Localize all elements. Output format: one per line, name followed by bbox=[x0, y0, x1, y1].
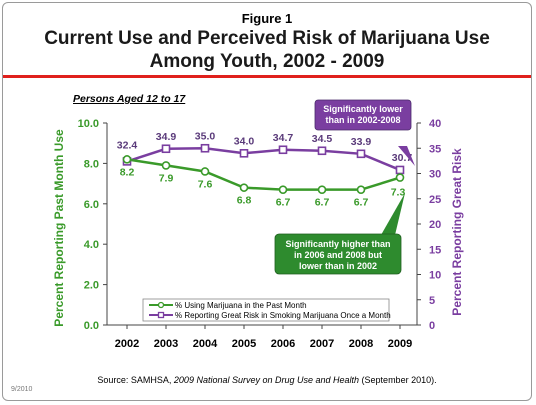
legend-label-great-risk: % Reporting Great Risk in Smoking Mariju… bbox=[175, 311, 391, 320]
past-month-use-point bbox=[278, 185, 288, 194]
callout-green-text: in 2006 and 2008 but bbox=[294, 250, 382, 260]
y-right-tick-label: 0 bbox=[429, 320, 435, 332]
y-right-tick-label: 25 bbox=[429, 194, 441, 206]
y-left-tick-label: 2.0 bbox=[84, 280, 99, 292]
y-right-tick-label: 5 bbox=[429, 295, 435, 307]
past-month-use-point bbox=[317, 185, 327, 194]
source-title: 2009 National Survey on Drug Use and Hea… bbox=[173, 375, 360, 385]
x-tick-label: 2005 bbox=[232, 338, 256, 350]
y-left-tick-label: 10.0 bbox=[78, 118, 99, 130]
y-right-tick-label: 15 bbox=[429, 244, 441, 256]
great-risk-point bbox=[356, 149, 366, 159]
y-left-tick-label: 6.0 bbox=[84, 199, 99, 211]
chart-title-line-2: Among Youth, 2002 - 2009 bbox=[149, 51, 385, 72]
great-risk-point bbox=[161, 144, 171, 154]
great-risk-data-label: 34.7 bbox=[273, 132, 294, 144]
chart-subtitle: Persons Aged 12 to 17 bbox=[73, 93, 186, 105]
source-suffix: (September 2010). bbox=[359, 375, 437, 385]
great-risk-point bbox=[239, 149, 249, 158]
past-month-use-data-label: 6.7 bbox=[354, 197, 369, 209]
legend-box bbox=[142, 298, 390, 322]
great-risk-data-label: 35.0 bbox=[195, 130, 216, 142]
callout-green-text: Significantly higher than bbox=[285, 239, 390, 249]
x-tick-label: 2002 bbox=[115, 338, 139, 350]
great-risk-data-label: 33.9 bbox=[351, 136, 372, 148]
y-axis-right-title: Percent Reporting Great Risk bbox=[450, 148, 464, 316]
figure-label: Figure 1 bbox=[241, 11, 293, 26]
source-note: Source: SAMHSA, 2009 National Survey on … bbox=[3, 375, 531, 385]
past-month-use-data-label: 7.6 bbox=[198, 178, 213, 190]
great-risk-data-label: 34.9 bbox=[156, 131, 177, 143]
past-month-use-data-label: 6.7 bbox=[315, 197, 330, 209]
past-month-use-point bbox=[356, 185, 366, 194]
callout-box-purple bbox=[314, 99, 412, 131]
y-right-tick-label: 35 bbox=[429, 143, 441, 155]
y-right-tick-label: 40 bbox=[429, 118, 441, 130]
callout-box-green bbox=[274, 233, 402, 275]
great-risk-point bbox=[395, 165, 405, 175]
legend-swatch-marker-great-risk bbox=[157, 311, 165, 319]
date-stamp: 9/2010 bbox=[11, 386, 33, 393]
great-risk-point bbox=[278, 145, 288, 155]
y-left-tick-label: 0.0 bbox=[84, 320, 99, 332]
past-month-use-data-label: 6.8 bbox=[237, 195, 252, 207]
callout-green-text: lower than in 2002 bbox=[299, 261, 377, 271]
past-month-use-point bbox=[122, 155, 132, 164]
x-tick-label: 2003 bbox=[154, 338, 178, 350]
callout-purple-text: than in 2002-2008 bbox=[325, 115, 400, 125]
legend-label-past-month-use: % Using Marijuana in the Past Month bbox=[175, 301, 307, 310]
callout-pointer-green bbox=[381, 193, 405, 235]
legend-swatch-marker-past-month bbox=[157, 301, 165, 309]
past-month-use-data-label: 8.2 bbox=[120, 166, 135, 178]
y-axis-left-title: Percent Reporting Past Month Use bbox=[52, 129, 66, 327]
callout-pointer-purple bbox=[398, 146, 415, 166]
past-month-use-data-label: 7.3 bbox=[391, 187, 406, 199]
y-left-tick-label: 4.0 bbox=[84, 239, 99, 251]
past-month-use-point bbox=[161, 161, 171, 170]
y-right-tick-label: 10 bbox=[429, 270, 441, 282]
past-month-use-point bbox=[200, 167, 210, 176]
chart-title-line-1: Current Use and Perceived Risk of Mariju… bbox=[44, 28, 490, 49]
x-tick-label: 2004 bbox=[193, 338, 218, 350]
series-line-past-month-use bbox=[126, 158, 401, 191]
past-month-use-point bbox=[239, 183, 249, 192]
callout-purple-text: Significantly lower bbox=[323, 104, 403, 114]
past-month-use-data-label: 6.7 bbox=[276, 197, 291, 209]
series-line-great-risk bbox=[126, 146, 401, 172]
great-risk-point bbox=[200, 143, 210, 153]
x-tick-label: 2009 bbox=[388, 338, 412, 350]
figure-frame: Figure 1 Current Use and Perceived Risk … bbox=[2, 2, 532, 401]
great-risk-point bbox=[317, 146, 327, 156]
great-risk-data-label: 34.0 bbox=[234, 135, 255, 147]
past-month-use-data-label: 7.9 bbox=[159, 172, 174, 184]
y-left-tick-label: 8.0 bbox=[84, 158, 99, 170]
chart-title: Current Use and Perceived Risk of Mariju… bbox=[3, 27, 531, 73]
y-right-tick-label: 30 bbox=[429, 169, 441, 181]
x-tick-label: 2007 bbox=[310, 338, 334, 350]
x-tick-label: 2008 bbox=[349, 338, 373, 350]
chart-svg: 0.0 2.0 4.0 6.0 8.0 10.0 0 5 10 15 20 25 30 35 40 2002 2… bbox=[52, 99, 464, 350]
great-risk-data-label: 32.4 bbox=[117, 139, 138, 151]
source-prefix: Source: SAMHSA, bbox=[97, 375, 174, 385]
title-divider bbox=[3, 75, 531, 78]
great-risk-data-label: 34.5 bbox=[312, 133, 333, 145]
past-month-use-point bbox=[395, 173, 405, 182]
y-right-tick-label: 20 bbox=[429, 219, 441, 231]
x-tick-label: 2006 bbox=[271, 338, 295, 350]
